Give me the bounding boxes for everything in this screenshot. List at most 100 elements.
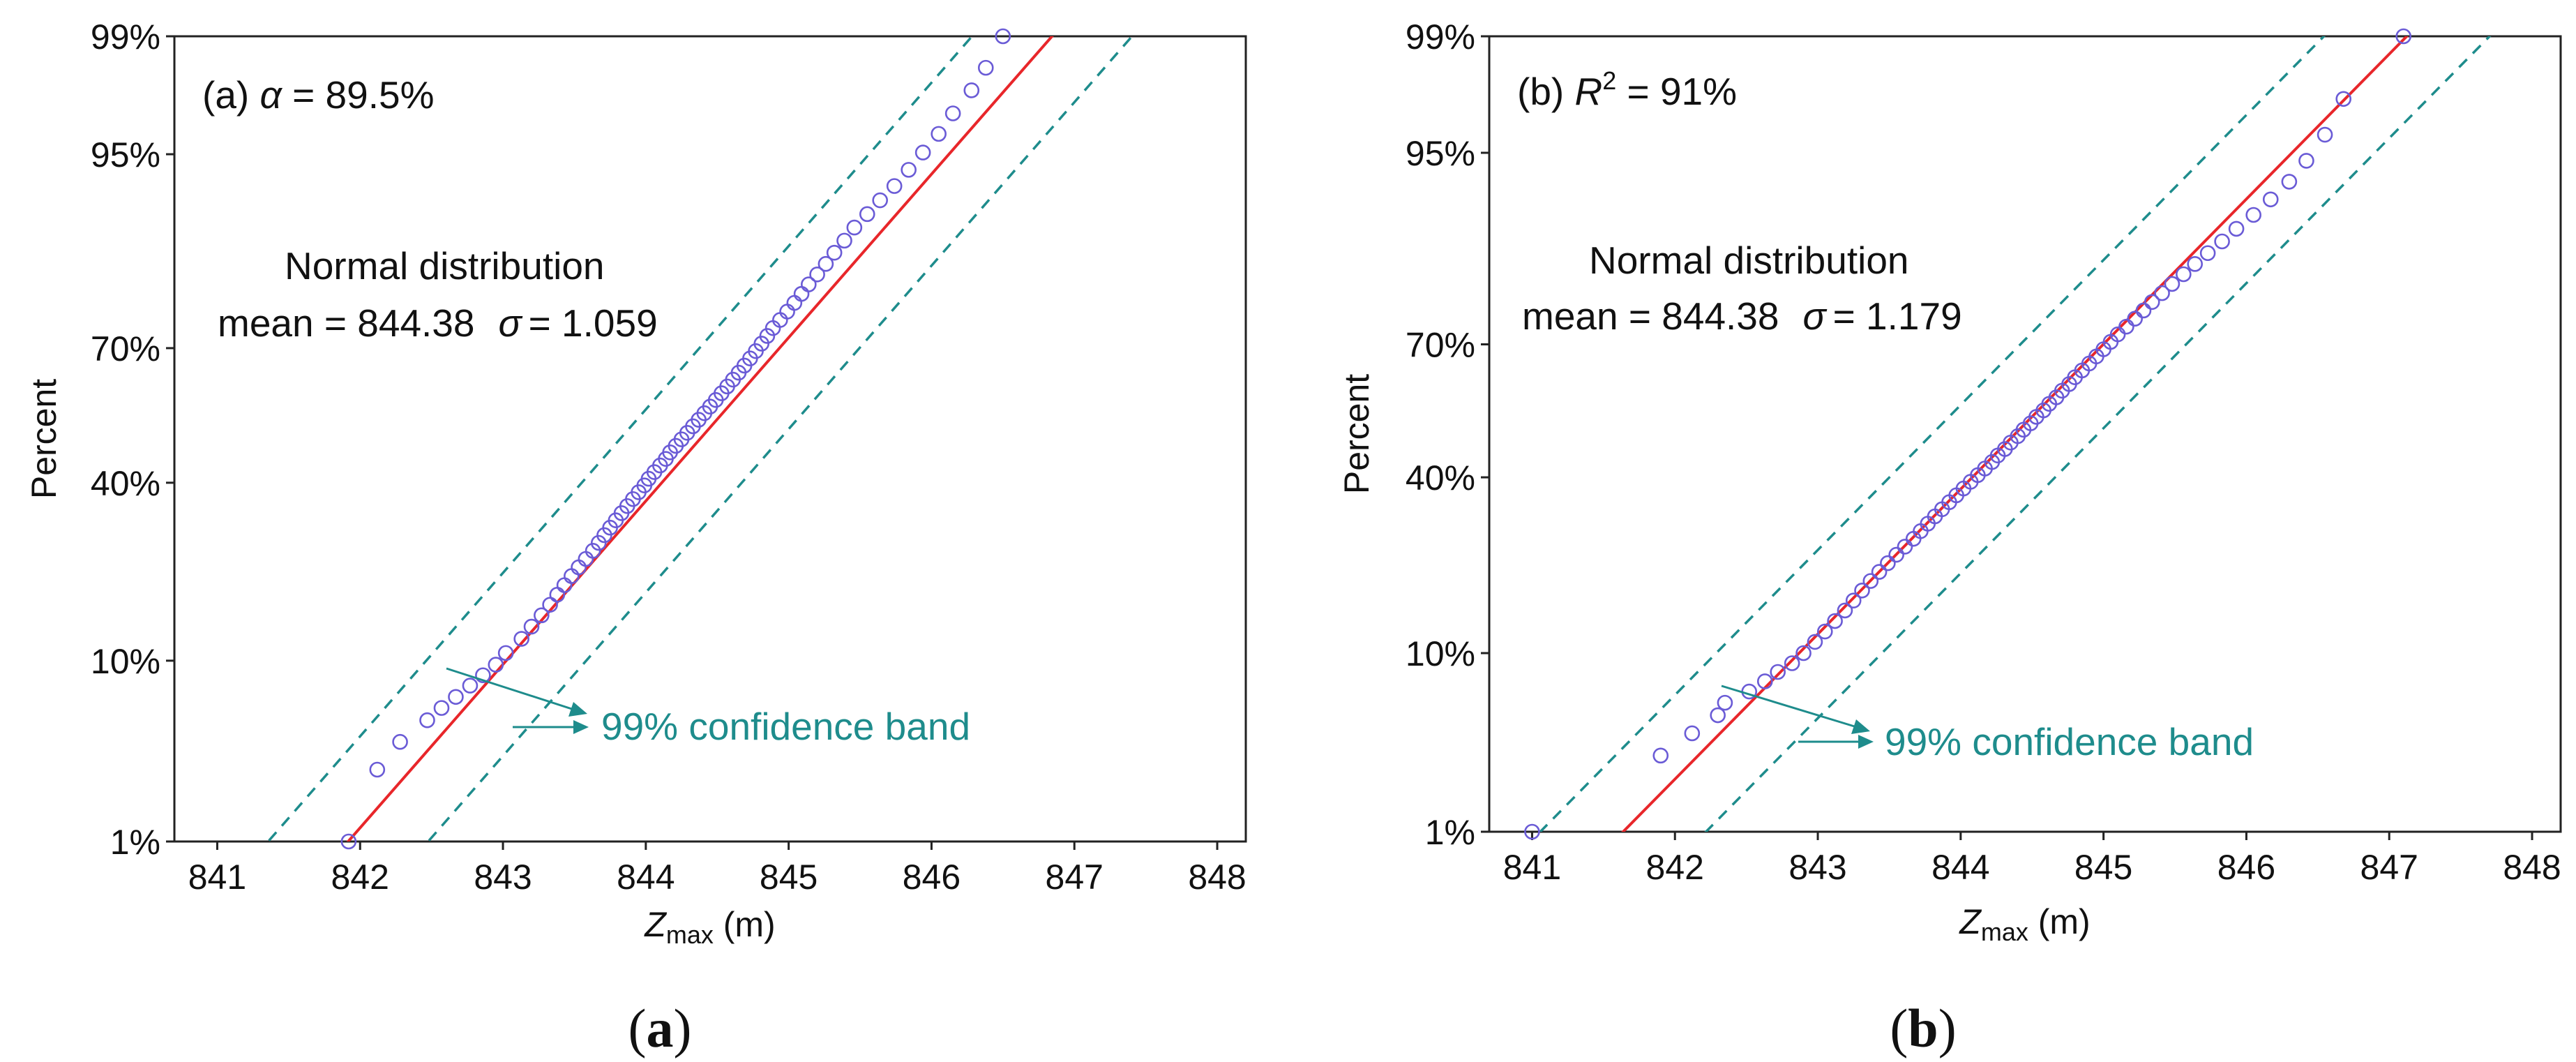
data-point — [1770, 664, 1786, 680]
data-point — [2281, 174, 2298, 190]
x-tick-label: 847 — [1046, 858, 1104, 897]
x-tick-label: 841 — [188, 858, 246, 897]
x-axis-ticks: 841 842 843 844 845 846 847 848 — [188, 842, 1246, 897]
x-tick-label: 844 — [617, 858, 675, 897]
data-point — [2317, 126, 2333, 143]
data-point — [2127, 311, 2143, 327]
confidence-band-upper — [266, 36, 974, 842]
data-point — [2109, 326, 2126, 343]
data-point — [392, 733, 408, 750]
data-point — [1795, 645, 1812, 661]
data-point — [419, 712, 435, 728]
mean-sigma-text: mean = 844.38 σ = 1.179 — [1522, 294, 1962, 338]
mean-sigma-text: mean = 844.38 σ = 1.059 — [218, 301, 658, 345]
data-point — [2135, 302, 2152, 319]
fit-line — [1621, 36, 2409, 832]
y-axis-ticks: 99% 95% 70% 40% 10% 1% — [91, 17, 174, 862]
data-point — [914, 144, 931, 160]
data-point — [1710, 707, 1726, 724]
data-point — [1888, 546, 1904, 563]
data-point — [433, 700, 450, 716]
x-tick-label: 846 — [903, 858, 961, 897]
data-point — [1784, 655, 1800, 671]
confidence-band-lines — [266, 36, 1134, 842]
data-point — [1845, 592, 1862, 608]
y-tick-label: 10% — [91, 642, 160, 681]
data-point — [1862, 573, 1879, 589]
x-tick-label: 847 — [2360, 848, 2418, 887]
x-tick-label: 843 — [474, 858, 532, 897]
y-tick-label: 70% — [91, 329, 160, 368]
data-point — [1880, 555, 1896, 571]
data-point — [801, 276, 817, 292]
data-point — [2144, 294, 2160, 311]
data-point — [931, 126, 947, 142]
data-point — [369, 761, 386, 778]
data-point — [475, 667, 491, 684]
data-point — [1652, 747, 1669, 764]
data-point — [2164, 276, 2180, 292]
data-point — [2214, 233, 2230, 250]
data-point — [809, 267, 825, 283]
data-points — [1524, 28, 2412, 840]
y-tick-label: 10% — [1406, 634, 1475, 673]
y-tick-label: 40% — [1406, 458, 1475, 498]
chart-panel-b: 841 842 843 844 845 846 847 848 99% 95% 70% 40% 10%… — [1337, 17, 2562, 1059]
confidence-band-lower — [1704, 36, 2492, 832]
x-axis-ticks: 841 842 843 844 845 846 847 848 — [1503, 832, 2561, 887]
confidence-band-annotation: 99% confidence band — [1721, 685, 2254, 763]
panel-caption: (b) — [1890, 998, 1956, 1059]
data-point — [1717, 694, 1733, 711]
plot-frame — [173, 35, 1247, 843]
data-points — [340, 28, 1011, 850]
arrow-head-upper — [1851, 719, 1870, 734]
x-tick-label: 846 — [2217, 848, 2275, 887]
y-tick-label: 1% — [110, 823, 160, 862]
data-point — [872, 192, 889, 209]
chart-panel-a: 841 842 843 844 845 846 847 848 99% 95% 70% 40% 10%… — [24, 17, 1247, 1059]
confidence-band-lines — [1538, 36, 2492, 832]
data-point — [977, 59, 994, 76]
y-axis-label: Percent — [1337, 374, 1376, 494]
data-point — [1756, 673, 1773, 689]
y-tick-label: 99% — [1406, 17, 1475, 57]
y-axis-ticks: 99% 95% 70% 40% 10% 1% — [1406, 17, 1489, 852]
data-point — [1871, 564, 1888, 580]
distribution-name: Normal distribution — [1589, 239, 1909, 282]
band-label: 99% confidence band — [1885, 720, 2254, 763]
data-point — [462, 678, 479, 694]
fit-line — [346, 36, 1054, 842]
data-point — [818, 255, 834, 272]
data-point — [534, 607, 550, 624]
data-point — [448, 689, 464, 705]
data-point — [836, 232, 852, 249]
y-tick-label: 1% — [1425, 813, 1475, 852]
data-point — [886, 178, 903, 194]
arrow-head-upper — [568, 702, 587, 717]
data-point — [1897, 539, 1913, 555]
y-tick-label: 40% — [91, 464, 160, 503]
data-point — [826, 244, 843, 261]
x-tick-label: 843 — [1788, 848, 1846, 887]
data-point — [497, 645, 514, 661]
data-point — [488, 657, 504, 673]
data-point — [2228, 220, 2245, 237]
data-point — [1837, 602, 1853, 619]
data-point — [846, 219, 863, 236]
y-axis-label: Percent — [24, 379, 63, 499]
confidence-band-lower — [426, 36, 1134, 842]
data-point — [2118, 318, 2134, 335]
arrow-upper — [1721, 685, 1860, 729]
data-point — [523, 618, 540, 635]
data-point — [1827, 613, 1843, 629]
data-point — [859, 206, 875, 223]
x-tick-label: 848 — [1188, 858, 1246, 897]
y-tick-label: 95% — [1406, 134, 1475, 173]
x-axis-label: Zmax (m) — [1959, 902, 2090, 946]
distribution-name: Normal distribution — [285, 244, 605, 287]
data-point — [2395, 28, 2412, 45]
arrow-head-lower — [1858, 735, 1874, 749]
arrow-head-lower — [573, 720, 589, 734]
data-point — [585, 543, 601, 559]
